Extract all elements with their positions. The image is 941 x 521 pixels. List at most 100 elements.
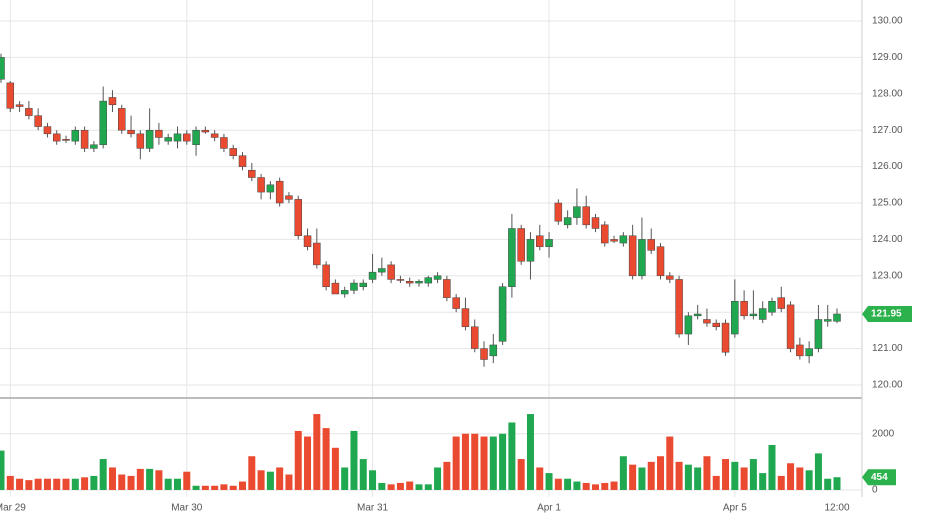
volume-bar (526, 414, 534, 490)
volume-bar (601, 482, 609, 490)
volume-bar (452, 436, 460, 490)
candle-body (777, 297, 786, 309)
volume-bar (824, 478, 832, 490)
volume-bar (619, 456, 627, 490)
candle-body (155, 129, 163, 138)
candle-body (359, 282, 368, 287)
volume-bar (359, 459, 367, 490)
candle-body (443, 279, 451, 298)
volume-bar (16, 478, 24, 490)
volume-bar (369, 470, 377, 490)
volume-bar (155, 470, 163, 490)
volume-bar (90, 475, 98, 490)
candle-body (470, 326, 479, 349)
candle-body (591, 217, 600, 229)
candle-body (758, 308, 767, 320)
y-tick-label: 125.00 (872, 198, 903, 209)
volume-bar (406, 481, 414, 490)
candle-body (628, 235, 637, 277)
volume-bar (53, 478, 61, 490)
volume-bar (6, 475, 14, 490)
candle-body (554, 202, 563, 222)
volume-bar (239, 481, 247, 490)
candle-body (480, 348, 488, 360)
volume-bar (62, 478, 70, 490)
volume-bar (657, 456, 665, 490)
volume-bar (248, 456, 256, 490)
y-tick-label: 130.00 (872, 16, 903, 27)
volume-bar (146, 468, 154, 490)
volume-bar (777, 475, 785, 490)
candle-body (452, 297, 460, 309)
candle-body (823, 319, 832, 322)
volume-bar (805, 470, 813, 490)
candle-body (62, 139, 70, 141)
candle-body (805, 348, 813, 357)
candle-body (80, 129, 89, 149)
volume-bar (276, 467, 284, 490)
candle-body (814, 319, 823, 349)
volume-bar (647, 461, 655, 490)
candle-body (424, 277, 433, 284)
volume-bar (331, 447, 339, 490)
volume-bar (201, 485, 209, 490)
volume-badge-label: 454 (871, 472, 888, 483)
candle-body (545, 239, 553, 247)
volume-bar (666, 436, 674, 490)
volume-bar (350, 430, 358, 490)
volume-bar (638, 467, 646, 490)
candle-body (619, 235, 628, 244)
volume-bar (582, 482, 590, 490)
volume-bar (424, 484, 432, 490)
volume-bar (564, 478, 572, 490)
candle-body (294, 199, 302, 237)
candle-body (285, 195, 293, 200)
volume-tick-label: 2000 (872, 428, 895, 439)
volume-bar (814, 453, 822, 490)
volume-bar (322, 428, 330, 490)
volume-bar (266, 471, 274, 490)
candle-body (721, 322, 730, 353)
candle-body (601, 224, 609, 244)
candle-body (573, 206, 581, 218)
candle-body (238, 155, 247, 167)
y-tick-label: 129.00 (872, 52, 903, 63)
candle-body (387, 264, 395, 280)
volume-bar (434, 467, 442, 490)
price-badge (862, 306, 912, 323)
candle-body (489, 344, 498, 357)
volume-bar (81, 477, 89, 490)
volume-bar (211, 485, 219, 490)
volume-bar (173, 478, 181, 490)
candle-body (666, 275, 674, 280)
volume-bar (443, 461, 451, 490)
volume-bar (43, 478, 51, 490)
volume-bar (684, 464, 692, 490)
volume-bar (499, 433, 507, 490)
candle-body (52, 133, 61, 142)
volume-bar (796, 467, 804, 490)
candle-body (145, 129, 154, 149)
candle-body (257, 177, 265, 193)
volume-bar (164, 478, 172, 490)
candle-body (508, 228, 516, 287)
candle-body (563, 217, 572, 226)
candle-body (405, 281, 414, 284)
volume-bar (461, 433, 469, 490)
volume-bar (573, 481, 581, 490)
volume-bar (257, 470, 265, 490)
candle-body (108, 97, 117, 105)
candle-body (210, 133, 219, 138)
candle-body (461, 308, 470, 328)
volume-bar (229, 485, 237, 490)
y-tick-label: 120.00 (872, 380, 903, 391)
candle-body (693, 313, 702, 317)
volume-bar (285, 474, 293, 490)
volume-bar (192, 485, 200, 490)
candle-body (731, 301, 739, 335)
volume-bar (71, 478, 79, 490)
volume-tick-label: 0 (872, 485, 878, 496)
candle-body (833, 313, 841, 322)
